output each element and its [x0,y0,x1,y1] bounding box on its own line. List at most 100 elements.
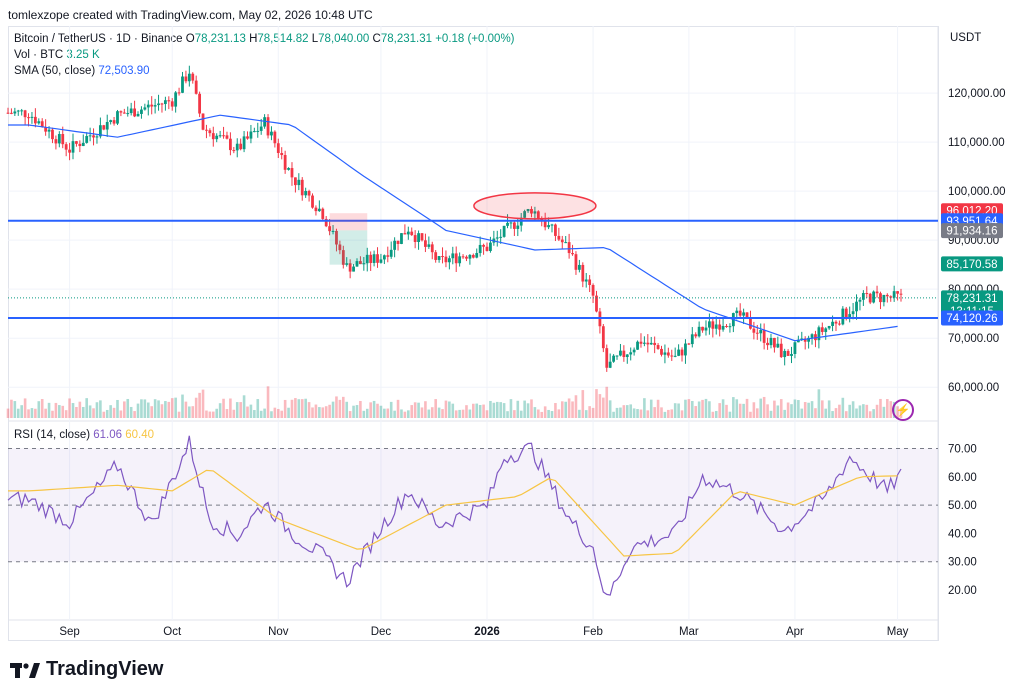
candle-body[interactable] [451,253,455,259]
candle-body[interactable] [807,337,811,342]
candle-body[interactable] [273,131,277,144]
candle-body[interactable] [588,279,592,285]
candle-body[interactable] [875,291,879,294]
candle-body[interactable] [714,324,718,329]
candle-body[interactable] [879,293,882,303]
candle-body[interactable] [136,113,140,117]
candle-body[interactable] [140,109,143,114]
candle-body[interactable] [133,108,136,117]
candle-body[interactable] [536,211,540,219]
candle-body[interactable] [194,80,198,94]
candle-body[interactable] [574,254,578,270]
candle-body[interactable] [10,112,13,114]
candle-body[interactable] [482,244,485,247]
candle-body[interactable] [735,310,739,314]
candle-body[interactable] [776,343,780,348]
candle-body[interactable] [143,107,147,110]
candle-body[interactable] [311,195,314,208]
highlight-ellipse[interactable] [473,192,597,220]
candle-body[interactable] [215,135,219,140]
candle-body[interactable] [297,179,301,186]
candle-body[interactable] [543,221,547,228]
candle-body[interactable] [896,291,899,294]
candle-body[interactable] [57,134,61,144]
candle-body[interactable] [629,352,633,355]
candle-body[interactable] [632,349,636,353]
symbol-label[interactable]: Bitcoin / TetherUS · 1D · Binance [14,33,183,45]
candle-body[interactable] [516,225,520,229]
candle-body[interactable] [824,328,828,332]
candle-body[interactable] [177,92,181,94]
candle-body[interactable] [300,179,304,196]
candle-body[interactable] [379,259,383,263]
candle-body[interactable] [892,291,896,298]
candle-body[interactable] [362,263,366,265]
candle-body[interactable] [790,353,793,356]
candle-body[interactable] [533,211,537,214]
candle-body[interactable] [783,350,787,358]
candle-body[interactable] [803,338,807,342]
candle-body[interactable] [211,133,215,140]
candle-body[interactable] [506,222,509,226]
candle-body[interactable] [612,355,615,362]
candle-body[interactable] [105,122,109,130]
candle-body[interactable] [485,246,489,251]
candle-body[interactable] [670,355,674,357]
candle-body[interactable] [352,266,355,272]
candle-body[interactable] [280,153,284,156]
candle-body[interactable] [201,113,205,130]
candle-body[interactable] [413,235,417,242]
candle-body[interactable] [246,136,249,139]
candle-body[interactable] [239,143,243,150]
candle-body[interactable] [868,293,872,303]
candle-body[interactable] [225,135,229,139]
candle-body[interactable] [181,76,184,93]
candle-body[interactable] [249,131,253,139]
candle-body[interactable] [218,135,222,137]
candle-body[interactable] [447,258,451,263]
candle-body[interactable] [153,105,157,107]
candle-body[interactable] [766,342,769,346]
candle-body[interactable] [554,224,557,236]
candle-body[interactable] [163,100,167,105]
candle-body[interactable] [855,301,858,312]
sma-line[interactable] [8,114,898,342]
candle-body[interactable] [129,108,133,114]
candle-body[interactable] [687,343,691,345]
candle-body[interactable] [848,314,852,318]
candle-body[interactable] [468,254,472,259]
candle-body[interactable] [509,222,513,224]
candle-body[interactable] [523,211,527,218]
candle-body[interactable] [235,143,239,151]
candle-body[interactable] [666,352,670,356]
position-target-zone[interactable] [329,230,368,265]
candle-body[interactable] [304,190,308,196]
candle-body[interactable] [157,103,160,106]
candle-body[interactable] [242,136,246,150]
candle-body[interactable] [434,252,438,260]
candle-body[interactable] [85,136,89,143]
candle-body[interactable] [146,104,150,108]
candle-body[interactable] [745,312,749,318]
candle-body[interactable] [40,121,44,127]
candle-body[interactable] [256,130,260,132]
candle-body[interactable] [369,254,373,263]
candle-body[interactable] [64,144,68,150]
candle-body[interactable] [899,293,903,295]
candle-body[interactable] [749,317,752,329]
candle-body[interactable] [27,117,30,119]
candle-body[interactable] [16,110,20,112]
rsi-ma-line[interactable] [8,469,898,557]
candle-body[interactable] [424,240,427,247]
candle-body[interactable] [663,352,667,355]
candle-body[interactable] [639,341,643,344]
candle-body[interactable] [557,235,561,240]
candle-body[interactable] [759,329,763,334]
candle-body[interactable] [338,244,342,251]
candle-body[interactable] [711,321,715,329]
candle-body[interactable] [317,208,321,212]
candle-body[interactable] [465,256,468,259]
candle-body[interactable] [861,293,865,300]
candle-body[interactable] [619,350,622,356]
candle-body[interactable] [270,131,273,136]
